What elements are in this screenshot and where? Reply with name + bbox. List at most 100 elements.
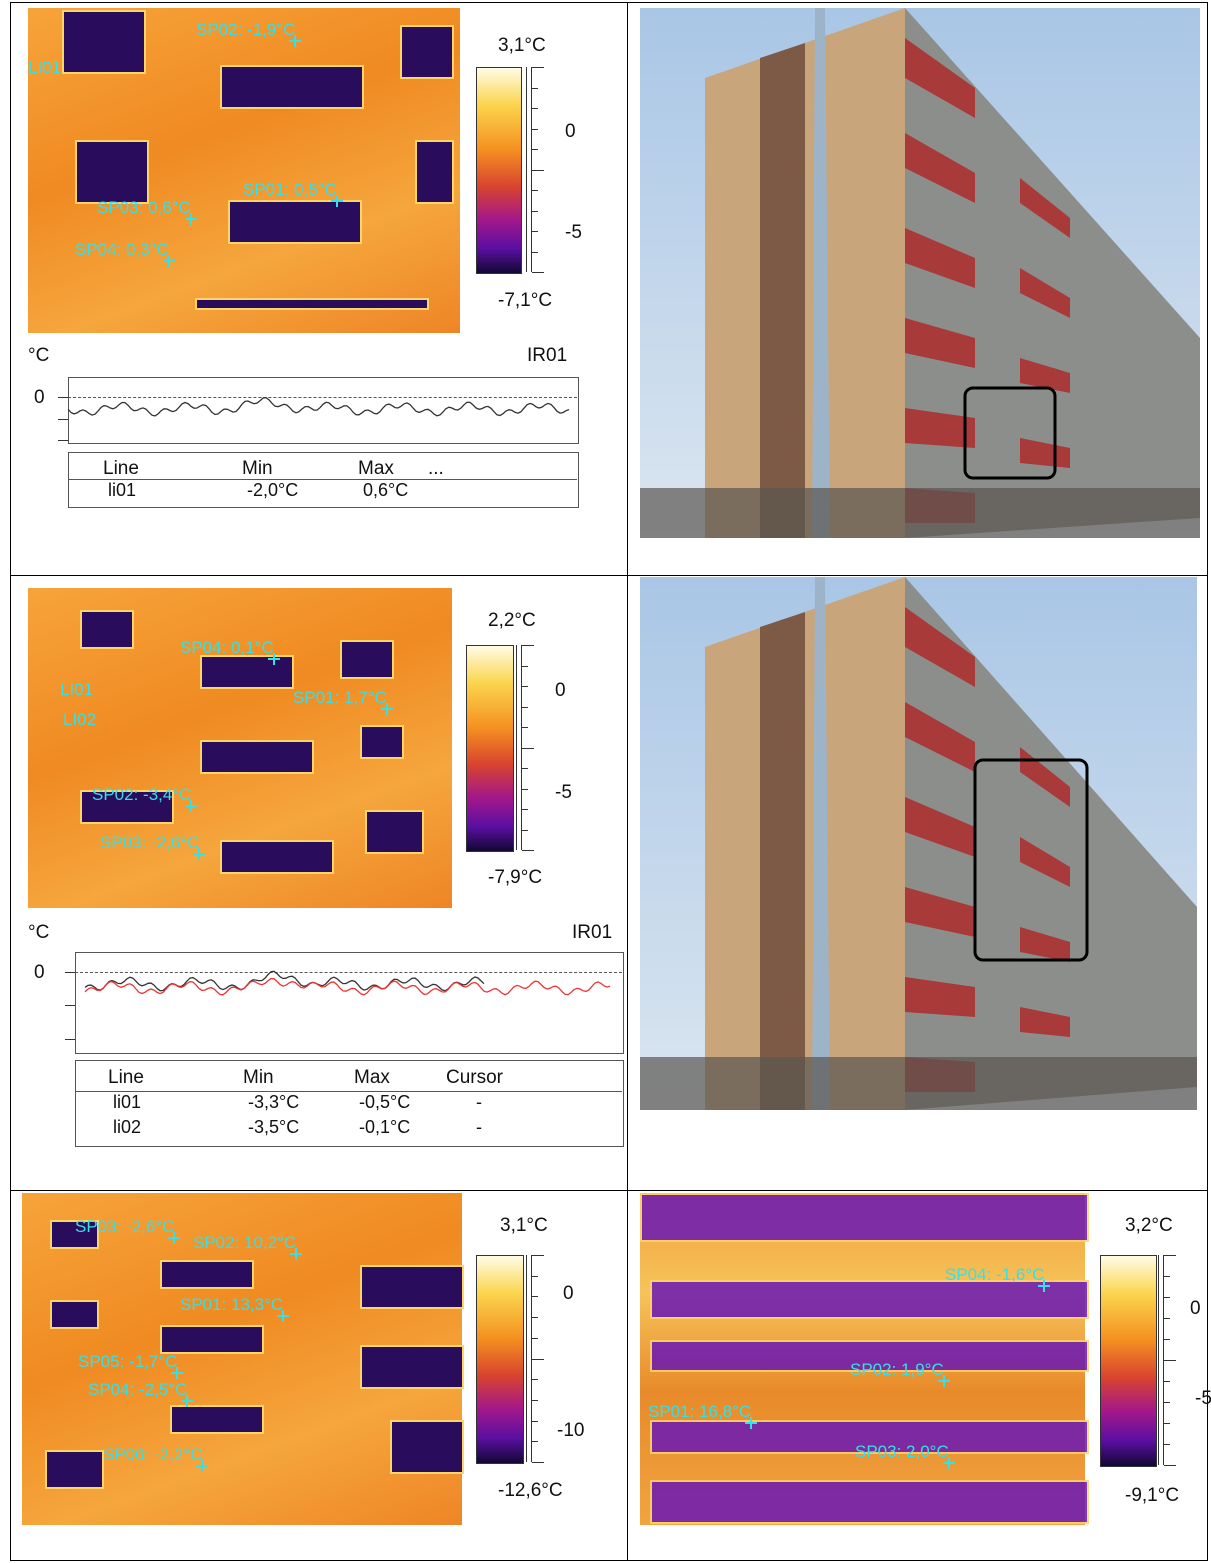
spot-label: SP02: -1,9°C	[196, 20, 295, 40]
scale-tick	[1164, 1360, 1176, 1361]
table-cell: -	[476, 1117, 482, 1138]
spot-label: SP04: 0,3°C	[75, 240, 169, 260]
thermal-window	[220, 840, 334, 874]
scale-tick	[522, 748, 534, 749]
table-header: Line	[108, 1067, 144, 1089]
table-header: Min	[243, 1067, 274, 1089]
scale-tick	[522, 727, 528, 728]
graph-unit: °C	[28, 922, 49, 944]
thermal-window	[220, 65, 364, 109]
crosshair	[750, 1417, 752, 1429]
graph-id: IR01	[572, 922, 612, 944]
scale-tick	[532, 1462, 544, 1463]
table-rule	[68, 479, 577, 480]
scale-tick	[522, 707, 528, 708]
scale-tick	[532, 1317, 538, 1318]
scale-tick	[532, 252, 538, 253]
scale-min: -9,1°C	[1125, 1485, 1179, 1507]
thermal-window	[340, 640, 394, 679]
result-table	[68, 452, 579, 508]
scale-tick	[522, 850, 534, 851]
scale-tick	[532, 272, 544, 273]
thermal-window	[200, 655, 294, 689]
crosshair	[1043, 1280, 1045, 1292]
crosshair	[273, 653, 275, 665]
table-rule	[75, 1091, 622, 1092]
graph-trace	[68, 377, 577, 442]
crosshair	[173, 1232, 175, 1244]
thermal-window	[80, 610, 134, 649]
scale-tick	[532, 190, 538, 191]
scale-min: -7,9°C	[488, 867, 542, 889]
scale-tick	[532, 1421, 538, 1422]
crosshair	[190, 213, 192, 225]
scale-tick	[532, 1255, 544, 1256]
thermal-window	[50, 1300, 99, 1329]
spot-label: SP03: -2,6°C	[75, 1217, 174, 1237]
spot-label: LI01	[28, 58, 61, 78]
table-header: Line	[103, 458, 139, 480]
scale-tick	[522, 830, 528, 831]
spot-label: SP01: 0,5°C	[243, 180, 337, 200]
table-cell: -3,3°C	[248, 1092, 299, 1113]
table-border	[10, 1190, 1208, 1191]
spot-label: SP01: 1,7°C	[293, 688, 387, 708]
scale-tick	[532, 1379, 538, 1380]
spot-label: SP01: 16,8°C	[648, 1402, 751, 1422]
crosshair	[190, 800, 192, 812]
color-scale	[1100, 1255, 1157, 1467]
scale-tick	[532, 108, 538, 109]
scale-tick	[1164, 1297, 1170, 1298]
thermal-window	[160, 1325, 264, 1354]
spot-label: SP04: 0,1°C	[180, 638, 274, 658]
scale-tick	[522, 809, 528, 810]
scale-tick-label: -5	[1195, 1388, 1211, 1410]
scale-tick	[532, 1400, 538, 1401]
scale-max: 3,1°C	[500, 1215, 548, 1237]
scale-tick	[532, 88, 538, 89]
scale-tick	[1164, 1423, 1170, 1424]
thermal-window	[62, 10, 146, 74]
scale-tick-label: -5	[555, 782, 572, 804]
graph-trace	[75, 952, 622, 1052]
color-scale	[476, 67, 522, 274]
spot-label: SP03: 0,6°C	[97, 198, 191, 218]
scale-tick	[532, 1276, 538, 1277]
graph-tick-mark	[65, 1005, 75, 1006]
table-border	[10, 575, 1208, 576]
thermal-window	[75, 140, 149, 204]
thermal-window	[650, 1280, 1089, 1319]
scale-tick	[522, 686, 528, 687]
scale-min: -12,6°C	[498, 1480, 563, 1502]
scale-min: -7,1°C	[498, 290, 552, 312]
table-header: Min	[242, 458, 273, 480]
crosshair	[948, 1457, 950, 1469]
table-header: Cursor	[446, 1067, 503, 1089]
table-border	[627, 2, 628, 1560]
scale-max: 3,1°C	[498, 35, 546, 57]
building-photo	[640, 577, 1197, 1110]
spot-label: SP04: -2,5°C	[88, 1380, 187, 1400]
table-cell: -2,0°C	[247, 480, 298, 501]
graph-tick: 0	[34, 962, 45, 984]
spot-label: SP02: 10,2°C	[193, 1233, 296, 1253]
spot-label: SP06: -2,2°C	[103, 1445, 202, 1465]
spot-label: SP02: -3,4°C	[92, 785, 191, 805]
graph-tick-mark	[58, 397, 68, 398]
scale-tick-label: 0	[1190, 1298, 1201, 1320]
scale-tick-label: -10	[557, 1420, 584, 1442]
graph-tick-mark	[65, 1039, 75, 1040]
graph-tick-mark	[58, 419, 68, 420]
table-cell: li01	[108, 480, 136, 501]
table-header: Max	[358, 458, 394, 480]
scale-tick	[532, 231, 538, 232]
thermal-window	[170, 1405, 264, 1434]
scale-tick	[522, 789, 528, 790]
trace-line	[85, 979, 610, 995]
scale-tick	[1164, 1339, 1170, 1340]
scale-tick	[532, 67, 544, 68]
table-border	[10, 2, 11, 1560]
scale-tick-label: -5	[565, 222, 582, 244]
table-cell: li02	[113, 1117, 141, 1138]
crosshair	[294, 35, 296, 47]
